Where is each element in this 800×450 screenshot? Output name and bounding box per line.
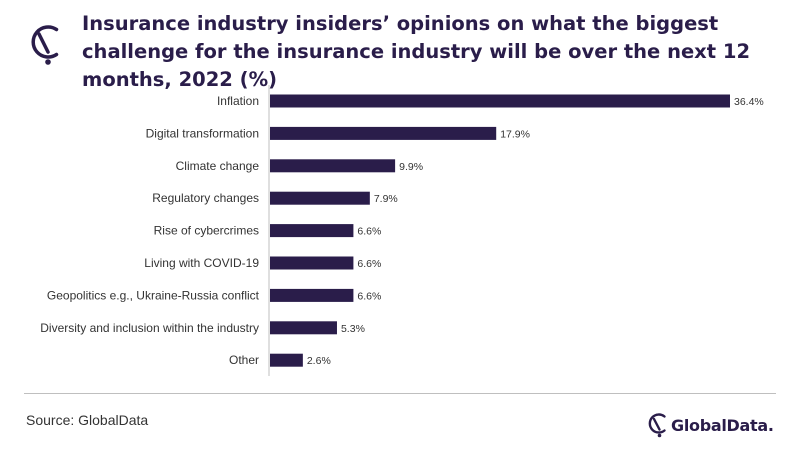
value-label: 2.6% [307, 355, 331, 367]
category-label: Diversity and inclusion within the indus… [40, 321, 259, 335]
value-label: 9.9% [399, 161, 423, 173]
bar [270, 224, 354, 238]
bar [270, 191, 370, 205]
bar [270, 353, 303, 367]
chart-title: Insurance industry insiders’ opinions on… [82, 12, 751, 91]
value-label: 6.6% [357, 226, 381, 238]
bar [270, 321, 337, 335]
category-label: Geopolitics e.g., Ukraine-Russia conflic… [47, 288, 260, 302]
category-label: Digital transformation [146, 126, 259, 140]
value-label: 17.9% [500, 128, 530, 140]
category-label: Living with COVID-19 [144, 256, 259, 270]
category-label: Climate change [176, 159, 260, 173]
category-label: Rise of cybercrimes [154, 224, 259, 238]
bar [270, 94, 730, 108]
value-label: 5.3% [341, 323, 365, 335]
value-label: 6.6% [357, 258, 381, 270]
bar [270, 159, 396, 173]
brand-logo: GlobalData. [646, 410, 774, 440]
value-label: 36.4% [734, 96, 764, 108]
category-label: Regulatory changes [152, 191, 259, 205]
footer-divider [24, 393, 776, 394]
source-note: Source: GlobalData [26, 412, 149, 428]
bar [270, 256, 354, 270]
bar [270, 288, 354, 302]
category-label: Inflation [217, 94, 259, 108]
globaldata-logo-icon [31, 25, 59, 65]
value-label: 7.9% [374, 193, 398, 205]
value-label: 6.6% [357, 290, 381, 302]
globaldata-brand-icon [648, 413, 666, 438]
bar [270, 126, 497, 140]
brand-name: GlobalData. [671, 415, 774, 435]
category-label: Other [229, 353, 259, 367]
